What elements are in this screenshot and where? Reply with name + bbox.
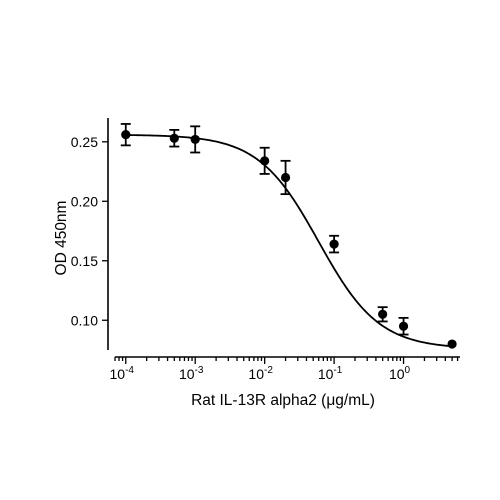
y-ticks: 0.10 0.15 0.20 0.25 xyxy=(71,134,108,328)
y-axis-title: OD 450nm xyxy=(53,201,70,276)
error-bars xyxy=(120,123,409,336)
y-tick-label-3: 0.25 xyxy=(71,134,98,150)
data-points xyxy=(121,130,457,349)
data-point-4 xyxy=(280,172,291,183)
fit-curve xyxy=(125,134,453,348)
data-point-0 xyxy=(121,130,131,140)
data-point-2 xyxy=(190,134,200,145)
data-point-6 xyxy=(378,309,388,319)
x-tick-label-4: 100 xyxy=(389,365,411,382)
x-ticks: 10-4 10-3 10-2 10-1 100 xyxy=(110,357,459,382)
data-point-8 xyxy=(447,339,457,349)
data-point-3 xyxy=(260,156,270,166)
axes xyxy=(107,118,460,358)
x-tick-label-1: 10-3 xyxy=(179,365,204,382)
data-point-1 xyxy=(169,133,179,143)
data-point-5 xyxy=(329,239,339,249)
x-axis-title: Rat IL-13R alpha2 (μg/mL) xyxy=(191,392,375,409)
x-tick-label-2: 10-2 xyxy=(248,365,273,382)
y-tick-label-2: 0.20 xyxy=(71,193,98,209)
x-tick-label-0: 10-4 xyxy=(110,365,135,382)
y-tick-label-0: 0.10 xyxy=(71,312,98,328)
y-tick-label-1: 0.15 xyxy=(71,253,98,269)
x-tick-label-3: 10-1 xyxy=(318,365,343,382)
data-point-7 xyxy=(398,321,409,331)
